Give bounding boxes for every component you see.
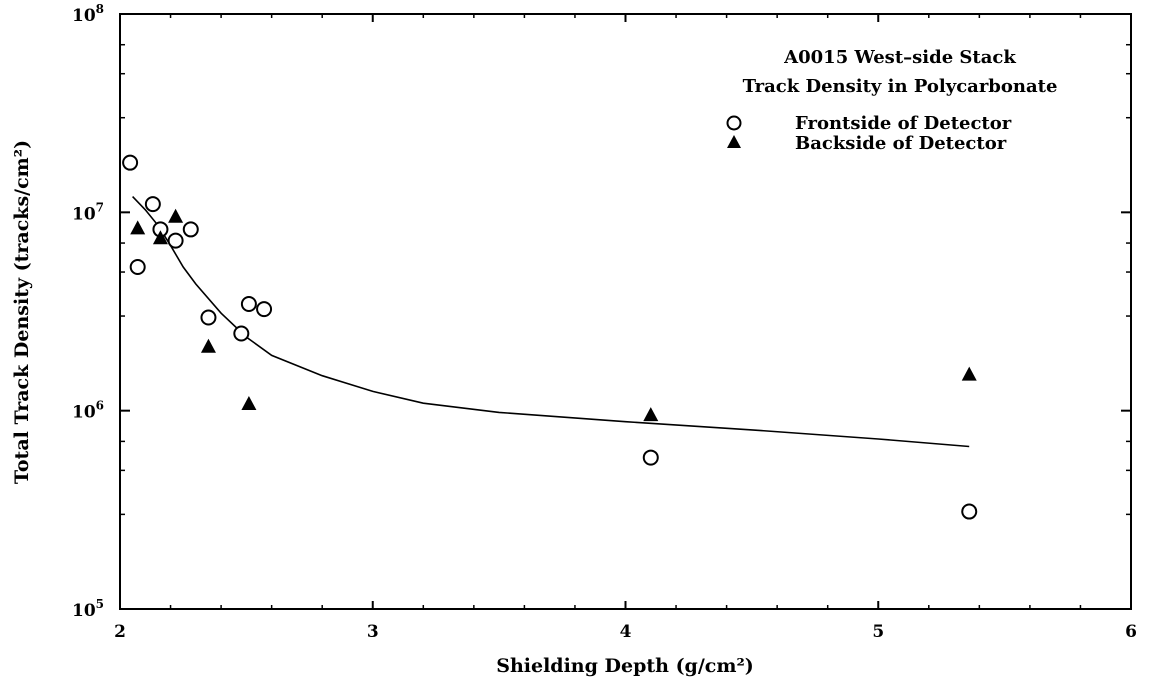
x-axis-ticks: 2 3 4 5 6: [114, 14, 1137, 642]
frontside-point: [642, 449, 659, 466]
x-tick-label: 4: [620, 622, 632, 642]
y-tick-label: 106: [72, 399, 104, 423]
frontside-point: [182, 221, 199, 238]
frontside-point: [200, 309, 217, 326]
backside-point: [961, 366, 977, 381]
data-points-layer: [122, 154, 978, 520]
backside-point: [200, 338, 216, 353]
fit-curve-layer: [132, 196, 970, 448]
legend-marker-frontside: [726, 115, 742, 131]
frontside-point: [240, 295, 257, 312]
y-axis-label: Total Track Density (tracks/cm²): [11, 140, 33, 484]
backside-point: [152, 230, 168, 245]
y-tick-label: 107: [72, 200, 104, 224]
backside-point: [130, 220, 146, 235]
x-tick-label: 5: [872, 622, 884, 642]
frontside-point: [256, 301, 273, 318]
frontside-point: [961, 503, 978, 520]
x-tick-label: 3: [367, 622, 379, 642]
x-tick-label: 6: [1125, 622, 1137, 642]
frontside-point: [233, 325, 250, 342]
chart-title-line-2: Track Density in Polycarbonate: [743, 76, 1058, 97]
y-tick-label: 108: [72, 2, 104, 26]
fit-curve: [132, 196, 970, 448]
legend: A0015 West–side Stack Track Density in P…: [726, 47, 1058, 154]
frontside-point: [144, 196, 161, 213]
x-tick-label: 2: [114, 622, 126, 642]
legend-marker-backside: [727, 135, 741, 148]
frontside-point: [167, 232, 184, 249]
backside-point: [643, 407, 659, 422]
legend-label-backside: Backside of Detector: [795, 133, 1007, 154]
backside-point: [241, 396, 257, 411]
y-tick-label: 105: [72, 597, 104, 621]
backside-point: [168, 208, 184, 223]
chart-title-line-1: A0015 West–side Stack: [783, 47, 1016, 68]
y-axis-ticks: 105 106 107 108: [72, 2, 1131, 621]
legend-label-frontside: Frontside of Detector: [795, 113, 1012, 134]
frontside-point: [122, 154, 139, 171]
frontside-point: [129, 259, 146, 276]
x-axis-label: Shielding Depth (g/cm²): [496, 655, 754, 677]
